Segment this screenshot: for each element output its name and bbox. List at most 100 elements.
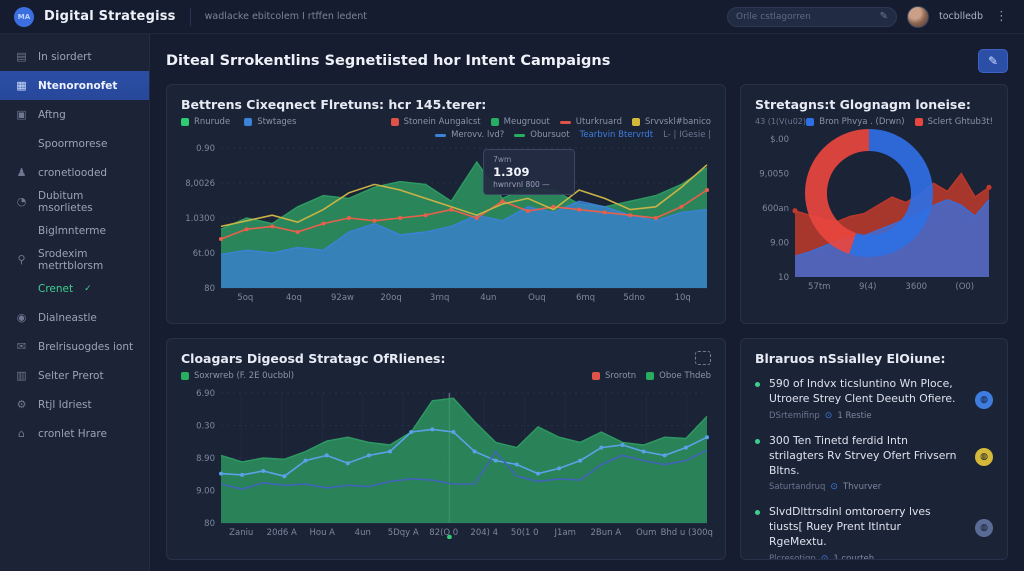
insight-meta2[interactable]: 1 Restie	[837, 410, 872, 421]
insight-meta: Plcresotiqp	[769, 554, 816, 560]
badge-icon[interactable]: ◍	[975, 519, 993, 538]
sidebar-item-rtjl-idriest[interactable]: ⚙ Rtjl Idriest	[0, 390, 149, 419]
svg-text:$.00: $.00	[770, 135, 789, 145]
sidebar-item-label: Brelrisuogdes iont	[38, 340, 134, 353]
search-edit-icon[interactable]: ✎	[879, 11, 889, 22]
edit-button[interactable]: ✎	[978, 49, 1008, 73]
sidebar-item-brelrisuogdes-iont[interactable]: ✉ Brelrisuogdes iont	[0, 332, 149, 361]
sidebar-item-cronetlooded[interactable]: ♟ cronetlooded	[0, 158, 149, 187]
search-input[interactable]	[736, 11, 874, 22]
svg-text:1.0300: 1.0300	[185, 214, 215, 224]
svg-text:5dno: 5dno	[623, 293, 644, 303]
legend-item[interactable]: Srvvskl#banico	[631, 117, 711, 127]
svg-text:204) 4: 204) 4	[470, 528, 498, 538]
avatar[interactable]	[907, 5, 930, 28]
badge-icon[interactable]: ◍	[975, 391, 993, 409]
legend-item[interactable]: Srorotn	[592, 371, 636, 381]
legend-swatch	[181, 118, 189, 126]
insight-item[interactable]: 300 Ten Tinetd ferdid Intn strilagters R…	[755, 434, 993, 493]
search-box[interactable]: ✎	[727, 6, 898, 27]
panel-returns: Bettrens Cixeqnect Flretuns: hcr 145.ter…	[166, 84, 726, 324]
sidebar-item-dubitum-msorlietes[interactable]: ◔ Dubitum msorlietes	[0, 187, 149, 216]
sidebar-item-label: Selter Prerot	[38, 369, 104, 382]
insight-item[interactable]: SlvdDlttrsdinl omtoroerry lves tiusts[ R…	[755, 505, 993, 560]
svg-text:4un: 4un	[480, 293, 496, 303]
legend-item[interactable]: L- | IGesie |	[663, 130, 711, 140]
legend-swatch	[914, 118, 923, 126]
top-header: MA Digital Strategiss wadlacke ebitcolem…	[0, 0, 1024, 34]
digest-chart-area[interactable]: 6.90 0.30 8.90 9.00 80 Zaniu 20d6 A Hou A 4un 5Dq…	[181, 387, 713, 543]
insight-meta2[interactable]: 1 courteh	[833, 554, 875, 560]
insight-meta2[interactable]: Thvurver	[842, 482, 882, 493]
header-divider	[189, 7, 191, 26]
legend-item[interactable]: Soxrwreb (F. 2E 0ucbbl)	[181, 371, 294, 381]
kebab-menu-icon[interactable]: ⋮	[995, 9, 1008, 24]
sidebar-item-label: Crenet	[38, 282, 74, 295]
insight-text: SlvdDlttrsdinl omtoroerry lves tiusts[ R…	[769, 505, 931, 549]
chart-tooltip: 7wm 1.309 hwnrvnl 800 —	[483, 148, 576, 195]
digest-chart[interactable]: 6.90 0.30 8.90 9.00 80 Zaniu 20d6 A Hou A 4un 5Dq…	[181, 387, 713, 540]
returns-chart[interactable]: 0.90 8,0026 1.0300 6t.00 80 5oq 4oq 92aw 20oq 3rn…	[181, 142, 713, 304]
legend-label: L- | IGesie |	[663, 130, 711, 140]
sidebar-item-label: Rtjl Idriest	[38, 398, 92, 411]
badge-icon[interactable]: ◍	[975, 447, 993, 466]
digest-legend-left: Soxrwreb (F. 2E 0ucbbl)	[181, 371, 294, 381]
sidebar-item-label: cronlet Hrare	[38, 427, 107, 440]
dot-icon: ⊙	[824, 410, 833, 421]
sidebar-item-cronlet-hrare[interactable]: ⌂ cronlet Hrare	[0, 419, 149, 448]
legend-label: Srvvskl#banico	[644, 117, 711, 127]
check-icon: ✓	[84, 283, 92, 294]
svg-text:80: 80	[204, 519, 215, 529]
legend-swatch	[490, 118, 499, 126]
svg-text:9.00: 9.00	[196, 487, 215, 497]
svg-text:9,0050: 9,0050	[759, 170, 789, 180]
svg-text:Zaniu: Zaniu	[229, 528, 253, 538]
geo-donut-chart[interactable]	[803, 127, 935, 259]
legend-item[interactable]: Tearbvin Btervrdt	[580, 130, 654, 140]
insight-meta: Saturtandruq	[769, 482, 826, 493]
sidebar-item-biglmnterme[interactable]: Biglmnterme	[0, 216, 149, 245]
returns-chart-area[interactable]: 0.90 8,0026 1.0300 6t.00 80 5oq 4oq 92aw 20oq 3rn…	[181, 142, 711, 308]
sidebar-item-label: In siordert	[38, 50, 92, 63]
sidebar-item-srodexim-metrtblorsm[interactable]: ⚲ Srodexim metrtblorsm	[0, 245, 149, 274]
legend-item[interactable]: Obursuot	[514, 130, 570, 140]
legend-item[interactable]: Stwtages	[244, 117, 296, 127]
svg-text:Bhd u (300q: Bhd u (300q	[661, 528, 713, 538]
returns-legend-right-2: Merovv. lvd? Obursuot Tearbvin Btervrdt L- …	[435, 130, 711, 140]
expand-icon[interactable]	[695, 351, 711, 365]
sidebar-item-dialneastle[interactable]: ◉ Dialneastle	[0, 303, 149, 332]
sidebar-item-selter-prerot[interactable]: ▥ Selter Prerot	[0, 361, 149, 390]
message-icon: ✉	[16, 340, 27, 353]
svg-text:5oq: 5oq	[237, 293, 253, 303]
legend-item[interactable]: Stonein Aungalcst	[390, 117, 481, 127]
legend-item[interactable]: Uturkruard	[559, 117, 622, 127]
svg-text:20d6 A: 20d6 A	[267, 528, 297, 538]
legend-label: Soxrwreb (F. 2E 0ucbbl)	[194, 371, 295, 381]
legend-item[interactable]: Rnurude	[181, 117, 230, 127]
legend-swatch	[514, 133, 526, 137]
sidebar-item-crenet[interactable]: Crenet ✓	[0, 274, 149, 303]
legend-item[interactable]: Bron Phvya . (Drwn)	[806, 117, 905, 127]
sidebar-item-spoormorese[interactable]: Spoormorese	[0, 129, 149, 158]
svg-text:600an: 600an	[762, 204, 789, 214]
legend-item[interactable]: Oboe Thdeb	[646, 371, 711, 381]
insight-item[interactable]: 590 of Indvx ticsluntino Wn Ploce, Utroe…	[755, 377, 993, 421]
sidebar-item-in-siordert[interactable]: ▤ In siordert	[0, 42, 149, 71]
main-content: Diteal Srrokentlins Segnetiisted hor Int…	[150, 34, 1024, 571]
legend-label: Stwtages	[257, 117, 297, 127]
geo-chart-area[interactable]: $.00 9,0050 600an 9.00 10 57tm 9(4) 3600 (O0)	[755, 129, 993, 297]
legend-item[interactable]: Sclert Ghtub3t!	[914, 117, 993, 127]
sidebar-item-aftng[interactable]: ▣ Aftng	[0, 100, 149, 129]
svg-text:50(1 0: 50(1 0	[511, 528, 539, 538]
legend-swatch	[435, 133, 447, 137]
sidebar-item-ntenoronofet[interactable]: ▦ Ntenoronofet	[0, 71, 149, 100]
tooltip-label: 7wm	[493, 154, 512, 164]
user-icon: ♟	[16, 166, 27, 179]
sidebar-item-label: Biglmnterme	[38, 224, 106, 237]
legend-item[interactable]: Merovv. lvd?	[435, 130, 504, 140]
svg-text:(O0): (O0)	[955, 282, 974, 292]
legend-item[interactable]: Meugruout	[490, 117, 550, 127]
sidebar-item-label: Srodexim metrtblorsm	[38, 247, 104, 272]
legend-swatch	[244, 118, 253, 126]
returns-legend-right-1: Stonein Aungalcst Meugruout Uturkruard Srvv…	[390, 117, 711, 127]
